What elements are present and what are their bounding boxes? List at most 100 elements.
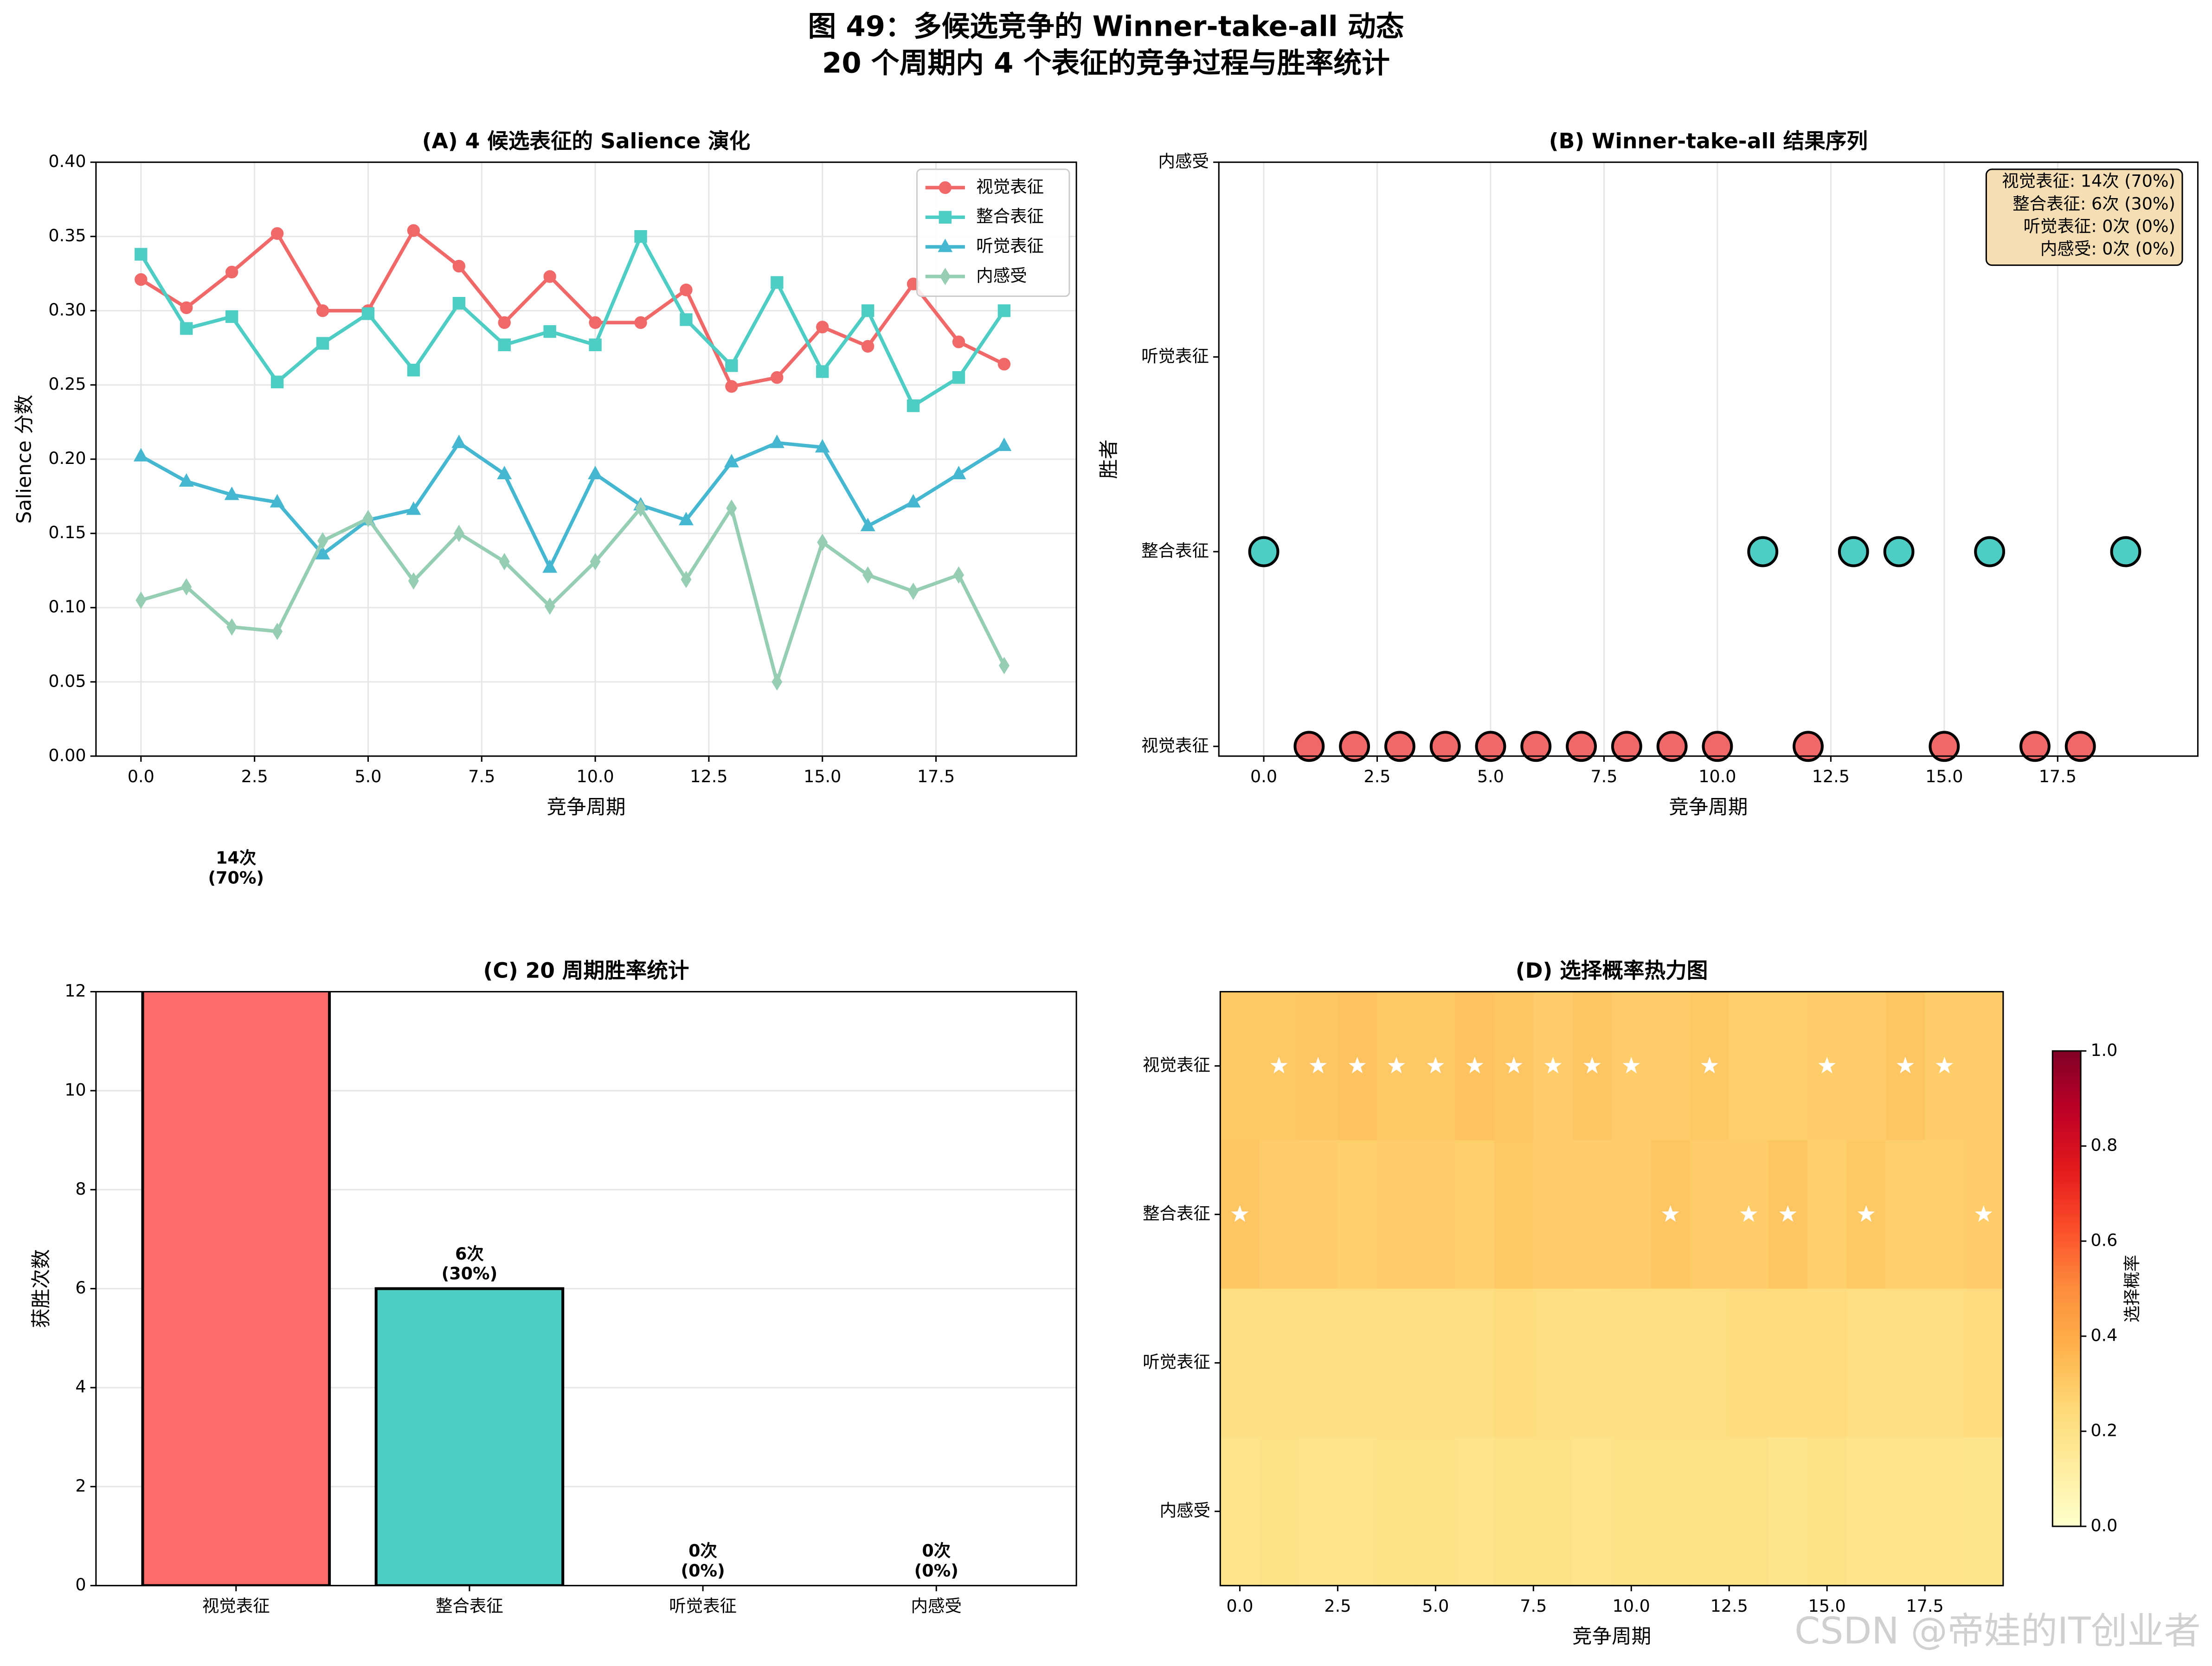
marker	[817, 534, 828, 551]
heat-cell	[1494, 1288, 1534, 1438]
heat-cell	[1337, 1140, 1378, 1290]
watermark: CSDN @帝娃的IT创业者	[1794, 1610, 2200, 1653]
annotation-text: 听觉表征: 0次 (0%)	[2023, 216, 2175, 236]
y-tick-label: 整合表征	[1141, 541, 1209, 561]
series-line	[140, 440, 1005, 572]
marker	[224, 486, 239, 500]
y-tick-label: 8	[75, 1179, 86, 1199]
marker	[180, 322, 193, 335]
marker	[181, 578, 192, 596]
winner-star	[1348, 1056, 1366, 1074]
marker	[680, 283, 693, 296]
heat-cell	[1259, 1288, 1299, 1438]
figure-subtitle: 20 个周期内 4 个表征的竞争过程与胜率统计	[822, 47, 1390, 79]
x-tick-label: 听觉表征	[669, 1596, 737, 1616]
heat-cell	[1612, 1437, 1652, 1587]
winner-point	[1429, 731, 1461, 762]
x-axis-label: 竞争周期	[1669, 796, 1748, 819]
winner-star	[1427, 1056, 1445, 1074]
y-tick-label: 2	[75, 1476, 86, 1496]
chart-title: (B) Winner-take-all 结果序列	[1549, 129, 1868, 154]
marker	[951, 465, 966, 479]
heat-cell	[1807, 1437, 1847, 1587]
winner-star	[1388, 1056, 1405, 1074]
marker	[225, 310, 238, 323]
winner-star	[1740, 1205, 1758, 1222]
value-label: 0次	[922, 1541, 951, 1561]
marker	[179, 473, 194, 487]
legend-box	[916, 168, 1070, 297]
x-tick-label: 17.5	[917, 766, 955, 786]
y-tick-label: 0.25	[48, 374, 86, 394]
marker	[725, 380, 738, 393]
axes-frame	[1219, 991, 2004, 1587]
heat-cell	[1376, 1437, 1417, 1587]
x-tick-label: 2.5	[241, 766, 268, 786]
marker	[135, 273, 148, 286]
marker	[771, 371, 784, 384]
marker	[771, 276, 784, 289]
heat-cell	[1337, 1288, 1378, 1438]
marker	[361, 307, 375, 320]
heat-cell	[1220, 1288, 1260, 1438]
heat-cell	[1220, 991, 1260, 1141]
colorbar-tick-label: 0.2	[2090, 1421, 2117, 1441]
x-tick-label: 0.0	[1250, 766, 1277, 786]
heat-cell	[1533, 1437, 1574, 1587]
series-line	[140, 228, 1005, 389]
marker	[906, 494, 921, 508]
value-label: 0次	[688, 1541, 717, 1561]
y-tick-label: 0.30	[48, 300, 86, 320]
marker	[938, 238, 953, 252]
x-tick-label: 0.0	[1226, 1596, 1253, 1616]
y-tick-label: 0.15	[48, 522, 86, 542]
colorbar-tick-label: 0.0	[2090, 1515, 2117, 1535]
heat-cell	[1376, 1140, 1417, 1290]
winner-point	[1520, 731, 1552, 762]
heat-cell	[1729, 1437, 1769, 1587]
x-tick-label: 7.5	[1520, 1596, 1547, 1616]
winner-star	[1936, 1056, 1954, 1074]
axes-frame	[95, 991, 1077, 1587]
winner-point	[1248, 536, 1280, 567]
y-tick-label: 内感受	[1160, 1500, 1210, 1520]
winner-star	[1661, 1205, 1679, 1222]
chart-title: (D) 选择概率热力图	[1516, 958, 1708, 983]
value-label: (0%)	[914, 1561, 958, 1581]
annotation-text: 内感受: 0次 (0%)	[2040, 239, 2175, 259]
x-tick-label: 2.5	[1364, 766, 1391, 786]
heat-cell	[1416, 1437, 1456, 1587]
marker	[952, 335, 965, 348]
heat-cell	[1259, 1140, 1299, 1290]
winner-point	[1293, 731, 1325, 762]
heat-cell	[1846, 991, 1887, 1141]
legend-label: 整合表征	[976, 206, 1044, 226]
marker	[815, 439, 830, 453]
marker	[680, 313, 693, 326]
axes-frame	[95, 161, 1077, 757]
chart-title: (C) 20 周期胜率统计	[483, 958, 689, 983]
marker	[225, 265, 238, 279]
marker	[272, 623, 283, 640]
x-tick-label: 0.0	[128, 766, 154, 786]
marker	[726, 499, 737, 517]
y-tick-label: 0.40	[48, 151, 86, 171]
marker	[270, 494, 285, 508]
marker	[406, 501, 421, 515]
heat-cell	[1416, 1140, 1456, 1290]
winner-point	[1883, 536, 1915, 567]
winner-point	[1793, 731, 1824, 762]
marker	[451, 434, 467, 448]
value-label: 14次	[216, 848, 257, 868]
winner-point	[1384, 731, 1415, 762]
y-tick-label: 0	[75, 1575, 86, 1595]
marker	[589, 316, 602, 329]
winner-star	[1779, 1205, 1797, 1222]
winner-star	[1505, 1056, 1523, 1074]
marker	[952, 371, 965, 384]
heat-cell	[1651, 1288, 1691, 1438]
heat-cell	[1925, 1288, 1965, 1438]
heat-cell	[1494, 1437, 1534, 1587]
heat-cell	[1299, 1140, 1338, 1290]
